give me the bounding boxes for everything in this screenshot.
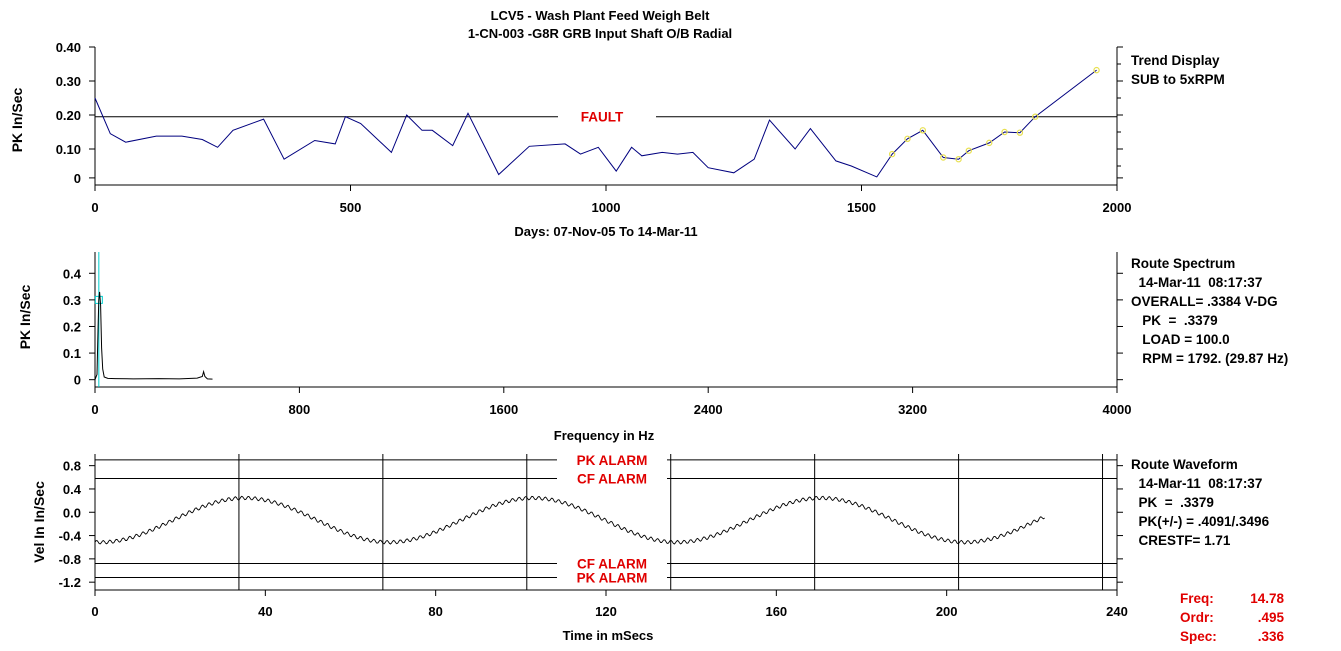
spectrum-info-line-4: PK = .3379 [1131, 313, 1218, 328]
fault-label: FAULT [581, 110, 624, 125]
trend-xtick-label: 1000 [592, 200, 621, 215]
waveform-info-line-2: 14-Mar-11 08:17:37 [1131, 476, 1262, 491]
trend-ytick-label: 0.30 [56, 74, 81, 89]
spectrum-ytick-label: 0.3 [63, 293, 81, 308]
spectrum-ylabel: PK In/Sec [17, 285, 33, 350]
spectrum-info-line-5: LOAD = 100.0 [1131, 332, 1230, 347]
cursor-freq-label: Freq: [1180, 591, 1214, 606]
trend-data-point [1093, 66, 1100, 74]
waveform-info-line-5: CRESTF= 1.71 [1131, 533, 1231, 548]
waveform-series-line [94, 495, 1045, 545]
cursor-readout: Freq: 14.78 Ordr: .495 Spec: .336 [1180, 591, 1284, 644]
cursor-spec-value: .336 [1258, 629, 1285, 644]
spectrum-info-line-1: Route Spectrum [1131, 256, 1235, 271]
spectrum-xtick-label: 1600 [489, 402, 518, 417]
waveform-ytick-label: 0.8 [63, 459, 81, 474]
trend-ytick-label: 0.40 [56, 40, 81, 55]
trend-xlabel: Days: 07-Nov-05 To 14-Mar-11 [514, 224, 697, 239]
trend-ylabel: PK In/Sec [9, 88, 25, 153]
trend-series-line [94, 69, 1097, 178]
alarm-label: CF ALARM [577, 557, 647, 572]
trend-data-point [955, 155, 962, 163]
trend-info-line-2: SUB to 5xRPM [1131, 72, 1225, 87]
waveform-xtick-label: 200 [936, 604, 958, 619]
waveform-ytick-label: -0.8 [59, 552, 81, 567]
spectrum-ytick-label: 0 [74, 373, 81, 388]
chart-subtitle: 1-CN-003 -G8R GRB Input Shaft O/B Radial [468, 26, 732, 41]
cursor-ordr-label: Ordr: [1180, 610, 1214, 625]
spectrum-xtick-label: 3200 [898, 402, 927, 417]
trend-data-point [965, 147, 973, 154]
trend-data-point [904, 135, 911, 142]
spectrum-ytick-label: 0.2 [63, 319, 81, 334]
spectrum-info-line-3: OVERALL= .3384 V-DG [1131, 294, 1278, 309]
waveform-xlabel: Time in mSecs [563, 628, 654, 643]
spectrum-xtick-label: 800 [289, 402, 311, 417]
waveform-xtick-label: 0 [91, 604, 98, 619]
trend-xtick-label: 2000 [1103, 200, 1132, 215]
trend-data-point [1032, 113, 1039, 120]
trend-data-point [1016, 129, 1024, 136]
waveform-xtick-label: 120 [595, 604, 617, 619]
cursor-freq-value: 14.78 [1250, 591, 1284, 606]
spectrum-panel: 0 0.1 0.2 0.3 0.4 0 800 1600 2400 3200 4000 [63, 252, 1132, 417]
waveform-xtick-label: 80 [428, 604, 442, 619]
spectrum-xlabel: Frequency in Hz [554, 428, 655, 443]
trend-data-point [888, 150, 896, 158]
spectrum-info-line-6: RPM = 1792. (29.87 Hz) [1131, 351, 1288, 366]
trend-info-line-1: Trend Display [1131, 53, 1220, 68]
spectrum-xtick-label: 0 [91, 402, 98, 417]
trend-xtick-label: 0 [91, 200, 98, 215]
waveform-ylabel: Vel In In/Sec [31, 481, 47, 563]
waveform-info-line-4: PK(+/-) = .4091/.3496 [1131, 514, 1270, 529]
waveform-xtick-label: 40 [258, 604, 272, 619]
trend-data-point [919, 127, 927, 134]
waveform-ytick-label: -1.2 [59, 575, 81, 590]
spectrum-series-line [94, 291, 213, 380]
trend-panel: 0 0.10 0.20 0.30 0.40 FAULT 0 500 1000 1500 2000 [56, 40, 1132, 215]
trend-ytick-label: 0 [74, 171, 81, 186]
alarm-label: PK ALARM [577, 571, 648, 586]
spectrum-xtick-label: 4000 [1103, 402, 1132, 417]
waveform-ytick-label: -0.4 [59, 529, 82, 544]
chart-title: LCV5 - Wash Plant Feed Weigh Belt [491, 8, 711, 23]
cursor-spec-label: Spec: [1180, 629, 1217, 644]
trend-xtick-label: 500 [340, 200, 362, 215]
waveform-panel: -1.2 -0.8 -0.4 0.0 0.4 0.8 0 40 80 120 160 200 240 PK… [59, 453, 1128, 619]
spectrum-info-line-2: 14-Mar-11 08:17:37 [1131, 275, 1262, 290]
waveform-info-line-1: Route Waveform [1131, 457, 1238, 472]
trend-ytick-label: 0.20 [56, 108, 81, 123]
trend-data-point [940, 154, 947, 161]
waveform-ytick-label: 0.4 [63, 482, 82, 497]
alarm-label: CF ALARM [577, 471, 647, 486]
spectrum-xtick-label: 2400 [694, 402, 723, 417]
waveform-xtick-label: 160 [765, 604, 787, 619]
cursor-ordr-value: .495 [1258, 610, 1285, 625]
waveform-ytick-label: 0.0 [63, 505, 81, 520]
waveform-info-line-3: PK = .3379 [1131, 495, 1214, 510]
trend-data-point [1001, 128, 1008, 136]
trend-data-point [986, 139, 993, 147]
trend-ytick-label: 0.10 [56, 142, 81, 157]
spectrum-ytick-label: 0.1 [63, 346, 81, 361]
spectrum-ytick-label: 0.4 [63, 266, 82, 281]
alarm-label: PK ALARM [577, 453, 648, 468]
trend-xtick-label: 1500 [847, 200, 876, 215]
waveform-xtick-label: 240 [1106, 604, 1128, 619]
